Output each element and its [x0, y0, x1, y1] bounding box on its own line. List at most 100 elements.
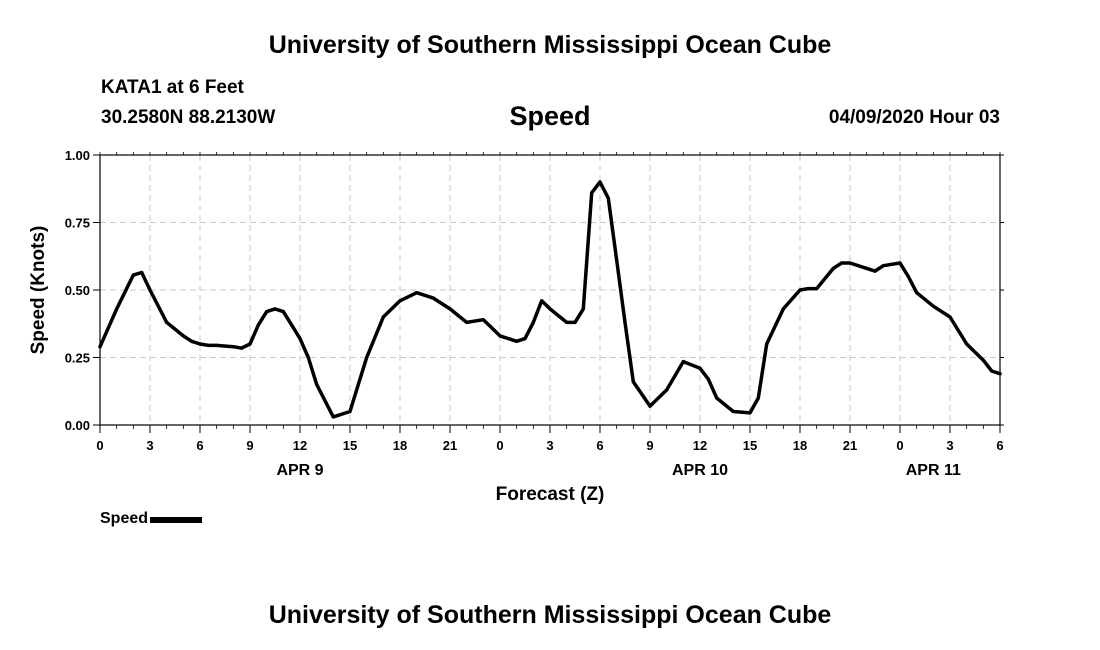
footer-title: University of Southern Mississippi Ocean… — [268, 601, 832, 629]
coordinates-label: 30.2580N 88.2130W — [101, 107, 276, 128]
x-tick-label: 6 — [196, 438, 203, 453]
issued-time-label: 04/09/2020 Hour 03 — [828, 107, 1000, 128]
grid-lines — [100, 155, 1000, 425]
data-point — [306, 355, 310, 360]
data-point — [298, 337, 302, 341]
data-point — [515, 339, 519, 343]
data-point — [831, 266, 835, 270]
x-tick-label: 12 — [293, 438, 307, 453]
x-tick-labels: 0 3 6 9 12 15 18 21 0 3 6 9 12 15 18 21 0 3 6 — [96, 438, 1003, 453]
data-point — [665, 388, 669, 392]
x-tick-label: 6 — [996, 438, 1003, 453]
data-point — [948, 315, 952, 319]
data-point — [206, 343, 210, 347]
data-point — [806, 287, 810, 291]
data-point — [798, 288, 802, 292]
axis-ticks — [93, 152, 1004, 433]
data-point — [990, 369, 994, 373]
speed-series-points — [98, 180, 1002, 419]
data-point — [998, 372, 1002, 376]
data-point — [756, 396, 760, 400]
data-point — [615, 258, 619, 262]
data-point — [190, 339, 194, 343]
data-point — [365, 355, 369, 360]
data-point — [273, 307, 277, 311]
data-point — [265, 310, 269, 314]
data-point — [448, 307, 452, 311]
data-point — [965, 342, 969, 346]
data-point — [140, 270, 144, 275]
y-tick-label: 0.00 — [65, 418, 90, 433]
data-point — [256, 323, 260, 327]
data-point — [915, 291, 919, 295]
data-point — [581, 307, 585, 311]
data-point — [931, 304, 935, 308]
x-axis-label: Forecast (Z) — [496, 484, 605, 505]
y-tick-labels: 0.00 0.25 0.50 0.75 1.00 — [65, 148, 90, 433]
data-point — [248, 342, 252, 346]
data-point — [781, 307, 785, 311]
data-point — [848, 261, 852, 265]
data-point — [631, 380, 635, 384]
data-point — [573, 320, 577, 324]
data-point — [865, 266, 869, 270]
y-axis-label: Speed (Knots) — [28, 226, 49, 355]
x-tick-label: 18 — [793, 438, 807, 453]
data-point — [598, 180, 602, 184]
x-tick-label: 9 — [246, 438, 253, 453]
legend-label: Speed — [100, 510, 149, 527]
data-point — [873, 269, 877, 273]
data-point — [331, 415, 335, 419]
data-point — [115, 307, 119, 311]
data-point — [290, 323, 294, 327]
data-point — [240, 346, 244, 350]
x-tick-label: 15 — [343, 438, 357, 453]
y-tick-label: 0.75 — [65, 216, 90, 231]
data-point — [315, 382, 319, 387]
data-point — [481, 318, 485, 322]
page-title: University of Southern Mississippi Ocean… — [268, 31, 832, 59]
data-point — [731, 409, 735, 414]
data-point — [540, 299, 544, 303]
data-point — [165, 320, 169, 324]
data-point — [623, 320, 627, 324]
legend-swatch — [150, 517, 203, 523]
data-point — [606, 196, 610, 200]
x-tick-label: 3 — [146, 438, 153, 453]
x-tick-label: 3 — [546, 438, 553, 453]
x-tick-label: 0 — [496, 438, 503, 453]
y-tick-label: 1.00 — [65, 148, 90, 163]
data-point — [523, 337, 527, 341]
x-tick-label: 6 — [596, 438, 603, 453]
legend: Speed — [100, 510, 203, 528]
chart-title: Speed — [509, 101, 591, 131]
data-point — [898, 261, 902, 265]
day-label: APR 9 — [276, 462, 323, 479]
x-tick-label: 12 — [693, 438, 707, 453]
data-point — [881, 264, 885, 268]
data-point — [765, 342, 769, 346]
data-point — [431, 296, 435, 300]
data-point — [415, 291, 419, 295]
x-tick-label: 3 — [946, 438, 953, 453]
data-point — [181, 334, 185, 338]
x-tick-label: 21 — [443, 438, 457, 453]
data-point — [981, 358, 985, 362]
data-point — [706, 377, 710, 381]
data-point — [281, 310, 285, 314]
y-tick-label: 0.50 — [65, 283, 90, 298]
data-point — [381, 315, 385, 319]
data-point — [748, 411, 752, 415]
data-point — [356, 382, 360, 387]
data-point — [215, 343, 219, 347]
data-point — [498, 334, 502, 338]
data-point — [148, 288, 152, 292]
data-point — [198, 342, 202, 346]
data-point — [490, 326, 494, 330]
data-point — [398, 299, 402, 303]
x-tick-label: 0 — [96, 438, 103, 453]
data-point — [681, 360, 685, 364]
data-point — [590, 191, 594, 195]
data-point — [565, 320, 569, 324]
